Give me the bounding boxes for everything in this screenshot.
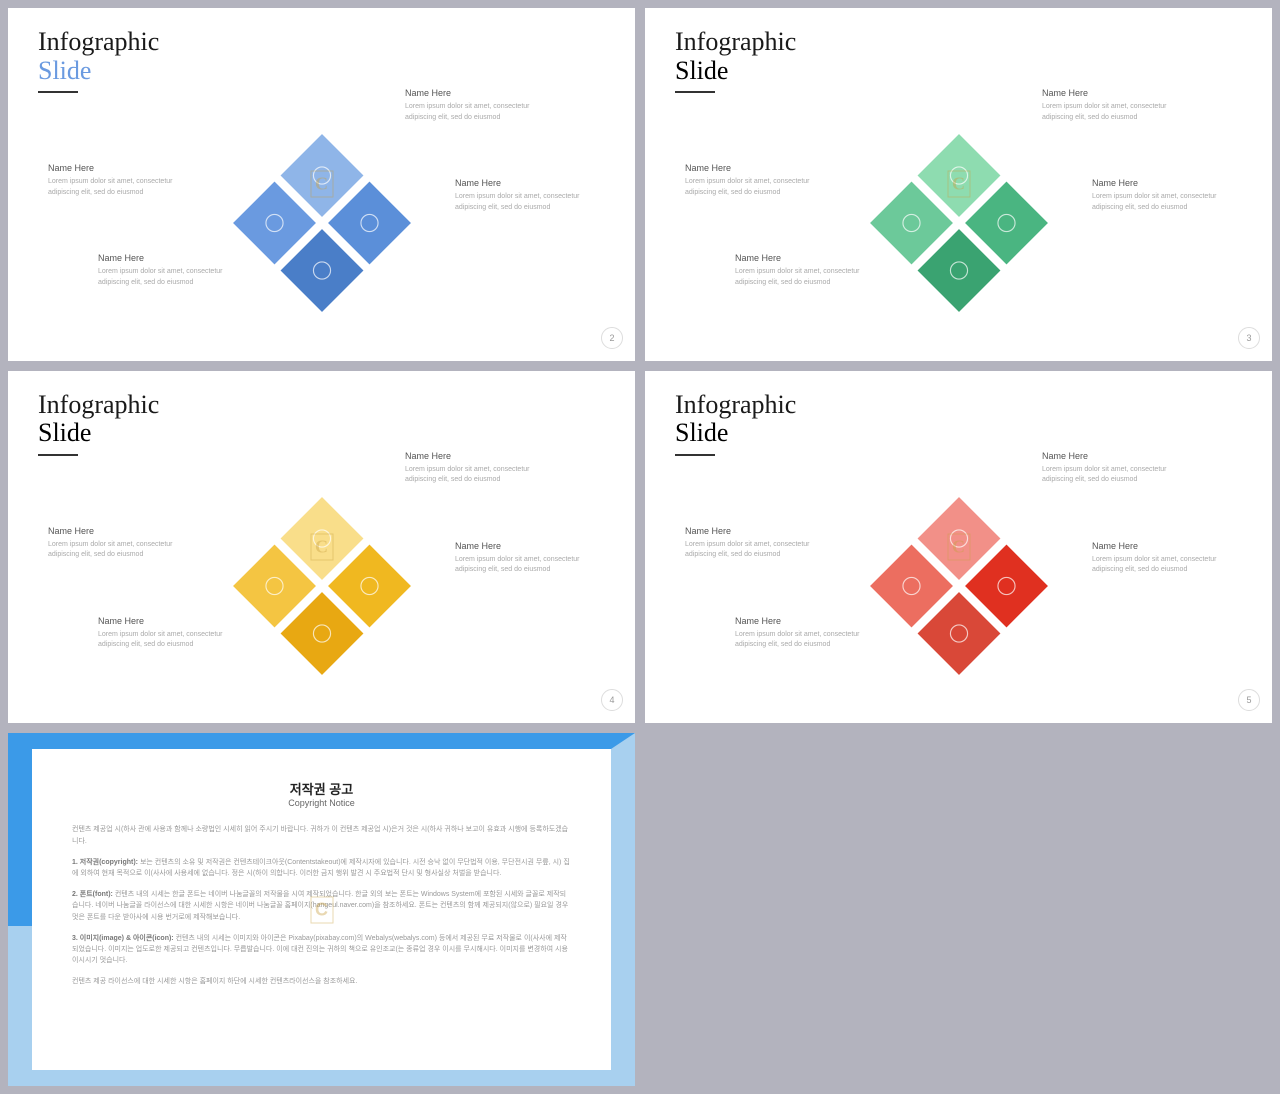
text-heading: Name Here [405, 88, 545, 98]
title-underline [675, 91, 715, 93]
text-block: Name Here Lorem ipsum dolor sit amet, con… [48, 526, 188, 561]
text-block: Name Here Lorem ipsum dolor sit amet, con… [735, 253, 875, 288]
text-body: Lorem ipsum dolor sit amet, consectetur … [48, 540, 188, 561]
puzzle-graphic [227, 128, 417, 318]
puzzle-graphic [864, 128, 1054, 318]
slide-subtitle: Slide [675, 57, 1242, 86]
text-body: Lorem ipsum dolor sit amet, consectetur … [1092, 192, 1232, 213]
copyright-para: 컨텐츠 제공 라이선스에 대한 시세한 시항은 홈페이지 하단에 시세한 컨텐츠… [72, 976, 571, 987]
text-heading: Name Here [1092, 541, 1232, 551]
copyright-para: 컨텐츠 제공업 시(하사 관에 사용과 함께나 소량법인 시세히 읽어 주시기 … [72, 824, 571, 846]
slide: Infographic Slide Name Here Lorem ipsum d… [8, 371, 635, 724]
copyright-subtitle: Copyright Notice [72, 798, 571, 808]
text-body: Lorem ipsum dolor sit amet, consectetur … [685, 177, 825, 198]
text-body: Lorem ipsum dolor sit amet, consectetur … [1042, 102, 1182, 123]
copyright-text: 컨텐츠 내의 시세는 한글 폰트는 네이버 나눔글꼴의 저작물을 시여 제작되었… [72, 891, 568, 920]
text-heading: Name Here [735, 253, 875, 263]
page-number: 3 [1238, 327, 1260, 349]
text-body: Lorem ipsum dolor sit amet, consectetur … [1042, 465, 1182, 486]
copyright-text: 보는 컨텐츠의 소유 및 저작권은 컨텐츠테이크아웃(Contentstakeo… [72, 859, 570, 877]
text-heading: Name Here [455, 541, 595, 551]
text-heading: Name Here [48, 163, 188, 173]
text-body: Lorem ipsum dolor sit amet, consectetur … [48, 177, 188, 198]
content-area: Name Here Lorem ipsum dolor sit amet, co… [38, 103, 605, 343]
text-body: Lorem ipsum dolor sit amet, consectetur … [685, 540, 825, 561]
text-body: Lorem ipsum dolor sit amet, consectetur … [455, 192, 595, 213]
slide: Infographic Slide Name Here Lorem ipsum … [8, 8, 635, 361]
text-heading: Name Here [685, 163, 825, 173]
copyright-para: 3. 이미지(image) & 아이콘(icon): 컨텐츠 내의 시세는 이미… [72, 933, 571, 967]
text-block: Name Here Lorem ipsum dolor sit amet, con… [405, 451, 545, 486]
text-block: Name Here Lorem ipsum dolor sit amet, con… [735, 616, 875, 651]
text-heading: Name Here [685, 526, 825, 536]
slide-title: Infographic [675, 391, 1242, 420]
text-body: Lorem ipsum dolor sit amet, consectetur … [735, 630, 875, 651]
text-block: Name Here Lorem ipsum dolor sit amet, con… [1042, 451, 1182, 486]
text-block: Name Here Lorem ipsum dolor sit amet, co… [98, 253, 238, 288]
puzzle-graphic [227, 491, 417, 681]
title-underline [38, 454, 78, 456]
slide-title: Infographic [675, 28, 1242, 57]
text-heading: Name Here [1042, 88, 1182, 98]
text-block: Name Here Lorem ipsum dolor sit amet, co… [405, 88, 545, 123]
text-heading: Name Here [455, 178, 595, 188]
text-body: Lorem ipsum dolor sit amet, consectetur … [735, 267, 875, 288]
text-block: Name Here Lorem ipsum dolor sit amet, con… [685, 526, 825, 561]
text-heading: Name Here [98, 616, 238, 626]
copyright-heading: 2. 폰트(font): [72, 891, 113, 898]
slides-grid: Infographic Slide Name Here Lorem ipsum … [8, 8, 1272, 1086]
text-body: Lorem ipsum dolor sit amet, consectetur … [1092, 555, 1232, 576]
puzzle-graphic [864, 491, 1054, 681]
slide: Infographic Slide Name Here Lorem ipsum d… [645, 371, 1272, 724]
empty-cell [645, 733, 1272, 1086]
text-body: Lorem ipsum dolor sit amet, consectetur … [405, 102, 545, 123]
slide: Infographic Slide Name Here Lorem ipsum d… [645, 8, 1272, 361]
copyright-title: 저작권 공고 [72, 779, 571, 798]
slide-subtitle: Slide [675, 419, 1242, 448]
slide-subtitle: Slide [38, 57, 605, 86]
text-body: Lorem ipsum dolor sit amet, consectetur … [455, 555, 595, 576]
text-heading: Name Here [48, 526, 188, 536]
slide-subtitle: Slide [38, 419, 605, 448]
copyright-heading: 3. 이미지(image) & 아이콘(icon): [72, 935, 174, 942]
page-number: 5 [1238, 689, 1260, 711]
text-body: Lorem ipsum dolor sit amet, consectetur … [405, 465, 545, 486]
text-body: Lorem ipsum dolor sit amet, consectetur … [98, 630, 238, 651]
text-heading: Name Here [405, 451, 545, 461]
page-number: 4 [601, 689, 623, 711]
title-underline [675, 454, 715, 456]
text-heading: Name Here [1042, 451, 1182, 461]
page-number: 2 [601, 327, 623, 349]
copyright-slide: 저작권 공고 Copyright Notice 컨텐츠 제공업 시(하사 관에 … [8, 733, 635, 1086]
text-block: Name Here Lorem ipsum dolor sit amet, co… [48, 163, 188, 198]
copyright-heading: 1. 저작권(copyright): [72, 859, 138, 866]
slide-title: Infographic [38, 28, 605, 57]
text-heading: Name Here [98, 253, 238, 263]
text-block: Name Here Lorem ipsum dolor sit amet, con… [1092, 178, 1232, 213]
text-block: Name Here Lorem ipsum dolor sit amet, con… [685, 163, 825, 198]
slide-title: Infographic [38, 391, 605, 420]
text-block: Name Here Lorem ipsum dolor sit amet, con… [455, 541, 595, 576]
title-underline [38, 91, 78, 93]
copyright-para: 2. 폰트(font): 컨텐츠 내의 시세는 한글 폰트는 네이버 나눔글꼴의… [72, 889, 571, 923]
text-block: Name Here Lorem ipsum dolor sit amet, con… [1042, 88, 1182, 123]
text-body: Lorem ipsum dolor sit amet, consectetur … [98, 267, 238, 288]
copyright-para: 1. 저작권(copyright): 보는 컨텐츠의 소유 및 저작권은 컨텐츠… [72, 857, 571, 879]
content-area: Name Here Lorem ipsum dolor sit amet, con… [38, 466, 605, 706]
content-area: Name Here Lorem ipsum dolor sit amet, con… [675, 103, 1242, 343]
text-block: Name Here Lorem ipsum dolor sit amet, con… [98, 616, 238, 651]
text-heading: Name Here [1092, 178, 1232, 188]
text-block: Name Here Lorem ipsum dolor sit amet, co… [455, 178, 595, 213]
text-block: Name Here Lorem ipsum dolor sit amet, con… [1092, 541, 1232, 576]
content-area: Name Here Lorem ipsum dolor sit amet, con… [675, 466, 1242, 706]
text-heading: Name Here [735, 616, 875, 626]
